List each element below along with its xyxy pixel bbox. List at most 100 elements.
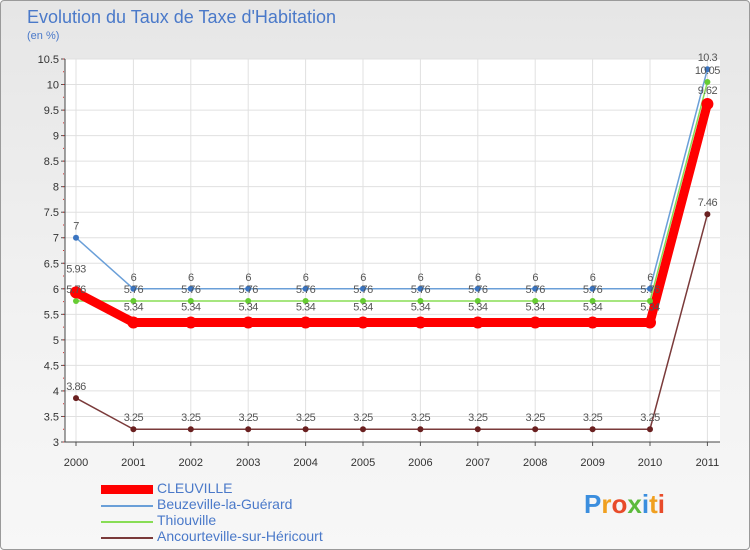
series-line-2 bbox=[75, 81, 709, 302]
y-tick-label: 7 bbox=[53, 233, 59, 245]
x-tick-label: 2011 bbox=[696, 457, 720, 469]
data-point bbox=[704, 211, 711, 218]
x-tick-label: 2000 bbox=[64, 457, 88, 469]
logo-letter: i bbox=[657, 489, 665, 519]
data-label: 6 bbox=[647, 272, 653, 284]
data-point bbox=[357, 316, 369, 329]
data-label: 6 bbox=[303, 272, 309, 284]
data-point bbox=[184, 316, 197, 329]
data-label: 6 bbox=[418, 272, 424, 284]
data-label: 3.25 bbox=[468, 412, 488, 424]
x-tick-label: 2001 bbox=[121, 457, 145, 469]
data-label: 5.76 bbox=[124, 284, 144, 296]
data-label: 6 bbox=[360, 272, 366, 284]
data-label: 5.34 bbox=[640, 302, 660, 314]
data-label: 5.76 bbox=[468, 284, 488, 296]
data-label: 5.34 bbox=[353, 302, 373, 314]
chart-title: Evolution du Taux de Taxe d'Habitation bbox=[27, 7, 336, 27]
x-tick-label: 2003 bbox=[236, 457, 260, 469]
data-label: 5.34 bbox=[525, 302, 545, 314]
data-point bbox=[187, 426, 194, 433]
data-point bbox=[474, 426, 481, 433]
logo-letter: r bbox=[601, 489, 612, 519]
data-point bbox=[414, 316, 427, 329]
data-point bbox=[532, 298, 539, 305]
x-tick-label: 2002 bbox=[179, 457, 203, 469]
data-point bbox=[73, 395, 79, 402]
legend-swatch-thiouville bbox=[101, 521, 153, 523]
data-label: 5.76 bbox=[525, 284, 545, 296]
data-label: 5.76 bbox=[583, 284, 603, 296]
data-label: 5.76 bbox=[411, 284, 431, 296]
data-label: 6 bbox=[245, 272, 251, 284]
data-point bbox=[360, 285, 366, 292]
series-lines bbox=[71, 68, 712, 430]
data-label: 5.34 bbox=[181, 302, 201, 314]
series-line-3 bbox=[75, 213, 709, 430]
x-tick-label: 2006 bbox=[408, 457, 432, 469]
data-point bbox=[589, 426, 596, 433]
data-point bbox=[302, 285, 309, 292]
data-point bbox=[299, 316, 312, 329]
data-label: 5.93 bbox=[66, 263, 86, 275]
data-label: 6 bbox=[475, 272, 481, 284]
data-point bbox=[417, 298, 424, 305]
data-label: 5.76 bbox=[66, 284, 86, 296]
data-point bbox=[474, 298, 481, 305]
data-point bbox=[532, 285, 539, 292]
y-tick-label: 7.5 bbox=[44, 207, 59, 219]
data-point bbox=[245, 426, 252, 433]
data-label: 3.25 bbox=[583, 412, 603, 424]
data-point bbox=[73, 234, 79, 241]
data-label: 9.62 bbox=[698, 85, 718, 97]
data-label: 3.25 bbox=[411, 412, 431, 424]
data-point bbox=[242, 316, 255, 329]
logo-letter: x bbox=[627, 489, 642, 519]
data-label: 3.25 bbox=[525, 412, 545, 424]
data-label: 7 bbox=[73, 221, 79, 233]
data-point bbox=[245, 285, 252, 292]
data-label: 6 bbox=[590, 272, 596, 284]
legend-swatch-beuzeville bbox=[101, 505, 153, 507]
legend-label: Ancourteville-sur-Héricourt bbox=[157, 528, 323, 544]
logo-letter: i bbox=[641, 489, 650, 519]
data-label: 10.05 bbox=[695, 65, 720, 77]
legend-label: CLEUVILLE bbox=[157, 480, 233, 496]
data-point bbox=[529, 316, 542, 329]
y-tick-label: 9 bbox=[53, 131, 59, 143]
data-point bbox=[704, 66, 711, 73]
y-tick-label: 3 bbox=[53, 437, 59, 449]
data-point bbox=[360, 426, 366, 433]
data-label: 7.46 bbox=[698, 197, 718, 209]
data-label: 3.25 bbox=[238, 412, 258, 424]
data-point bbox=[647, 285, 653, 292]
legend-swatch-ancourteville bbox=[101, 537, 153, 539]
logo-letter: t bbox=[649, 489, 658, 519]
x-tick-label: 2004 bbox=[293, 457, 317, 469]
data-label: 3.25 bbox=[181, 412, 201, 424]
y-tick-label: 6.5 bbox=[44, 258, 59, 270]
data-labels: 5.93 5.34 5.34 5.34 5.34 5.34 5.34 5.34 5.34 5.34… bbox=[66, 52, 721, 424]
chart-unit-label: (en %) bbox=[27, 30, 60, 42]
data-label: 5.34 bbox=[296, 302, 316, 314]
data-label: 6 bbox=[188, 272, 194, 284]
data-point bbox=[245, 298, 252, 305]
x-tick-label: 2007 bbox=[466, 457, 490, 469]
x-tick-label: 2010 bbox=[638, 457, 662, 469]
data-point bbox=[130, 285, 137, 292]
x-tick-label: 2009 bbox=[580, 457, 604, 469]
series-line-1 bbox=[75, 68, 709, 290]
data-label: 5.34 bbox=[411, 302, 431, 314]
data-label: 5.76 bbox=[296, 284, 316, 296]
data-point bbox=[127, 316, 140, 329]
y-tick-label: 5 bbox=[53, 335, 59, 347]
data-point bbox=[417, 426, 424, 433]
data-point bbox=[589, 285, 596, 292]
y-tick-label: 5.5 bbox=[44, 309, 59, 321]
data-label: 3.25 bbox=[640, 412, 660, 424]
legend-swatch-cleuville bbox=[101, 485, 153, 494]
data-point bbox=[471, 316, 484, 329]
data-label: 6 bbox=[532, 272, 538, 284]
data-label: 5.76 bbox=[181, 284, 201, 296]
